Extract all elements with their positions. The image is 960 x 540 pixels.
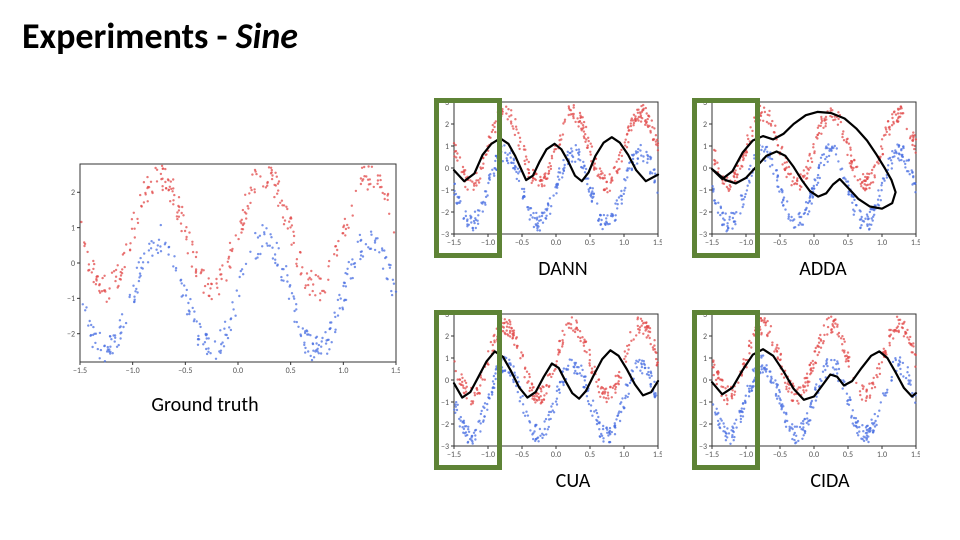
svg-text:−0.5: −0.5 xyxy=(773,450,787,460)
svg-text:1.0: 1.0 xyxy=(619,238,629,248)
svg-text:−1.5: −1.5 xyxy=(73,366,87,376)
svg-text:0.5: 0.5 xyxy=(585,450,595,460)
label-dann: DANN xyxy=(503,257,623,281)
label-cua: CUA xyxy=(513,469,633,493)
label-ground-truth: Ground truth xyxy=(105,393,305,417)
svg-text:0.0: 0.0 xyxy=(809,450,819,460)
svg-text:−0.5: −0.5 xyxy=(178,366,192,376)
svg-text:1.0: 1.0 xyxy=(877,450,887,460)
svg-text:1: 1 xyxy=(71,223,75,233)
page-title: Experiments - Sine xyxy=(22,14,298,58)
svg-text:0.0: 0.0 xyxy=(551,238,561,248)
svg-text:0.5: 0.5 xyxy=(843,450,853,460)
svg-text:1.5: 1.5 xyxy=(653,450,662,460)
svg-text:1.0: 1.0 xyxy=(619,450,629,460)
title-prefix: Experiments - xyxy=(22,14,236,58)
svg-text:0.0: 0.0 xyxy=(809,238,819,248)
svg-text:−1.0: −1.0 xyxy=(126,366,140,376)
label-adda: ADDA xyxy=(763,257,883,281)
highlight-cida xyxy=(692,310,760,470)
svg-text:1.5: 1.5 xyxy=(391,366,400,376)
highlight-cua xyxy=(434,310,502,470)
svg-text:0.5: 0.5 xyxy=(843,238,853,248)
svg-text:−0.5: −0.5 xyxy=(515,238,529,248)
svg-text:0.5: 0.5 xyxy=(286,366,296,376)
highlight-adda xyxy=(692,98,760,258)
svg-text:−0.5: −0.5 xyxy=(515,450,529,460)
highlight-dann xyxy=(434,98,502,258)
svg-text:−1: −1 xyxy=(67,294,75,304)
svg-text:−2: −2 xyxy=(67,330,75,340)
svg-text:1.5: 1.5 xyxy=(911,450,920,460)
svg-text:−0.5: −0.5 xyxy=(773,238,787,248)
svg-text:1.5: 1.5 xyxy=(911,238,920,248)
svg-text:1.0: 1.0 xyxy=(877,238,887,248)
svg-text:0.0: 0.0 xyxy=(233,366,243,376)
chart-ground-truth: −1.5 −1.0 −0.5 0.0 0.5 1.0 1.5 −2 −1 0 1 2 xyxy=(50,160,400,380)
svg-text:1.0: 1.0 xyxy=(338,366,348,376)
svg-text:0.0: 0.0 xyxy=(551,450,561,460)
svg-text:1.5: 1.5 xyxy=(653,238,662,248)
label-cida: CIDA xyxy=(770,469,890,493)
svg-text:0: 0 xyxy=(71,259,75,269)
svg-text:2: 2 xyxy=(71,188,75,198)
title-suffix: Sine xyxy=(236,14,298,58)
svg-text:0.5: 0.5 xyxy=(585,238,595,248)
